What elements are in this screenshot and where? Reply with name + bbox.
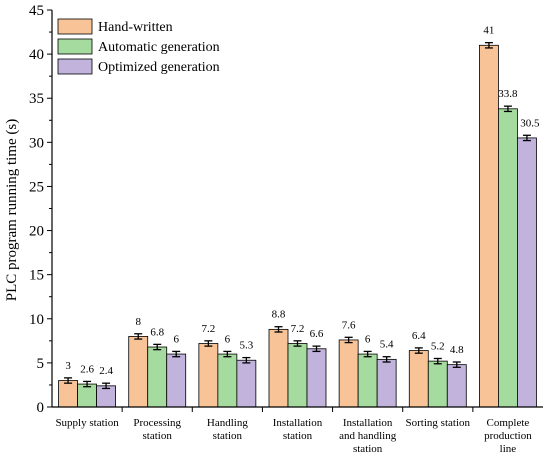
x-tick-label: Complete bbox=[487, 417, 530, 429]
bar-1-5 bbox=[427, 360, 448, 408]
data-label: 5.4 bbox=[380, 339, 394, 351]
bar-0-5 bbox=[408, 350, 429, 408]
bar-0-1 bbox=[128, 336, 149, 408]
data-label: 5.2 bbox=[431, 340, 445, 352]
y-tick-label: 25 bbox=[29, 179, 44, 195]
data-label: 30.5 bbox=[520, 117, 540, 129]
data-label: 2.6 bbox=[80, 363, 94, 375]
legend-label: Optimized generation bbox=[98, 60, 220, 75]
bar-2-2 bbox=[236, 359, 257, 408]
bar-1-2 bbox=[217, 353, 238, 408]
data-label: 6 bbox=[225, 333, 231, 345]
y-tick-label: 5 bbox=[37, 356, 45, 372]
bar-2-5 bbox=[446, 364, 467, 408]
y-tick-label: 0 bbox=[37, 400, 45, 416]
bar-1-6 bbox=[498, 108, 518, 408]
y-tick-label: 45 bbox=[29, 3, 44, 19]
data-label: 6 bbox=[365, 333, 371, 345]
y-tick-label: 20 bbox=[29, 224, 44, 240]
bar-1-0 bbox=[77, 383, 97, 408]
bar-2-1 bbox=[166, 353, 187, 408]
bar-1-3 bbox=[287, 343, 308, 408]
legend-swatch bbox=[57, 38, 93, 55]
y-tick-label: 30 bbox=[29, 135, 44, 151]
x-tick-label: station bbox=[283, 430, 313, 442]
x-tick-label: line bbox=[500, 443, 517, 455]
data-label: 7.6 bbox=[342, 319, 356, 331]
x-tick-label: Handling bbox=[207, 417, 248, 429]
x-tick-label: Supply station bbox=[55, 417, 119, 429]
x-tick-label: Sorting station bbox=[406, 417, 471, 429]
x-tick-label: Installation bbox=[273, 417, 323, 429]
bar-0-0 bbox=[58, 380, 78, 408]
legend-label: Automatic generation bbox=[98, 40, 220, 55]
data-label: 6.6 bbox=[310, 328, 324, 340]
axes: 0 5 10 15 20 25 30 35 40 45 Supply station Processi… bbox=[29, 3, 543, 455]
bar-2-4 bbox=[376, 358, 397, 408]
data-label: 6.4 bbox=[412, 330, 426, 342]
data-label: 3 bbox=[65, 360, 71, 372]
y-tick-label: 40 bbox=[29, 47, 44, 63]
x-tick-label: station bbox=[213, 430, 243, 442]
data-label: 6 bbox=[173, 333, 179, 345]
data-label: 2.4 bbox=[99, 365, 113, 377]
legend-swatch bbox=[57, 18, 93, 35]
plot-area: 3 2.6 2.4 8 6.8 6 7.2 6 5.3 8.8 7.2 6.6 7.6 6 5.4 6.4 5.… bbox=[58, 25, 540, 408]
data-label: 4.8 bbox=[450, 344, 464, 356]
bar-1-4 bbox=[357, 353, 378, 408]
y-tick-label: 35 bbox=[29, 91, 44, 107]
legend-swatch bbox=[57, 58, 93, 75]
y-axis-title: PLC program running time (s) bbox=[4, 119, 20, 301]
legend: Hand-written Automatic generation Optimize… bbox=[57, 18, 220, 75]
bar-0-4 bbox=[338, 339, 359, 408]
bar-0-3 bbox=[268, 328, 289, 408]
x-tick-label: station bbox=[143, 430, 173, 442]
x-tick-label: production bbox=[484, 430, 532, 442]
x-tick-label: station bbox=[353, 443, 383, 455]
data-label: 7.2 bbox=[291, 323, 305, 335]
data-label: 41 bbox=[483, 25, 494, 37]
data-label: 8.8 bbox=[272, 309, 286, 321]
x-tick-label: and handling bbox=[339, 430, 397, 442]
data-label: 33.8 bbox=[498, 88, 518, 100]
y-tick-label: 10 bbox=[29, 312, 44, 328]
data-label: 7.2 bbox=[201, 323, 215, 335]
bar-2-6 bbox=[517, 137, 537, 408]
legend-label: Hand-written bbox=[98, 20, 173, 35]
y-tick-label: 15 bbox=[29, 268, 44, 284]
bar-0-6 bbox=[479, 44, 499, 408]
x-tick-label: Processing bbox=[133, 417, 181, 429]
bar-2-3 bbox=[306, 348, 327, 408]
data-label: 6.8 bbox=[150, 326, 164, 338]
data-label: 5.3 bbox=[239, 340, 253, 352]
bar-1-1 bbox=[147, 346, 168, 408]
x-tick-label: Installation bbox=[343, 417, 393, 429]
bar-0-2 bbox=[198, 343, 219, 408]
data-label: 8 bbox=[135, 316, 141, 328]
